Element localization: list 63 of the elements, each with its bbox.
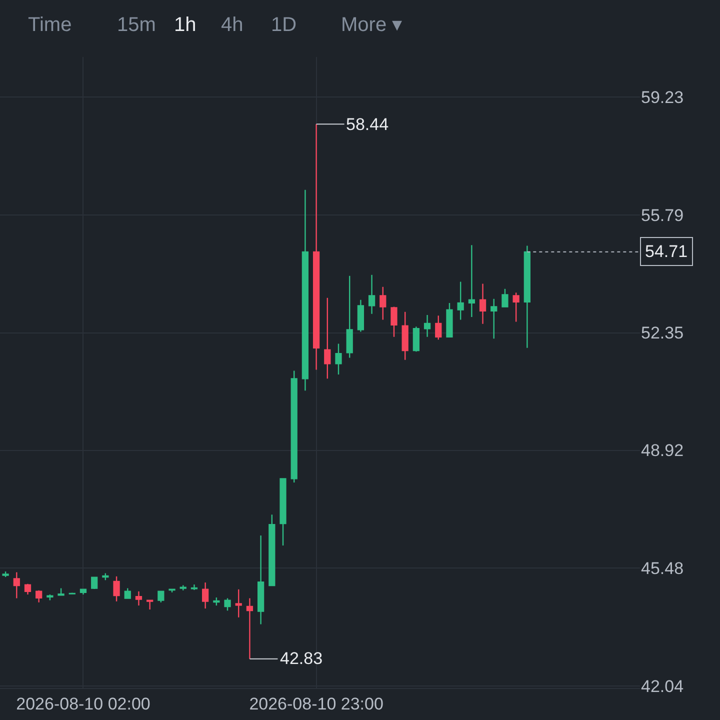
candlestick	[180, 584, 186, 591]
y-tick-label: 42.04	[641, 676, 684, 696]
candlestick	[257, 534, 264, 625]
text: 1h	[174, 14, 196, 36]
y-tick-label: 52.35	[641, 324, 684, 343]
text: Time	[28, 14, 72, 36]
y-tick-label: 59.23	[641, 88, 684, 108]
candlestick	[146, 599, 154, 610]
candlestick	[357, 299, 364, 332]
y-tick-label: 45.48	[641, 559, 684, 578]
candlestick	[268, 514, 276, 586]
candlestick	[402, 311, 408, 360]
candlestick	[168, 588, 176, 594]
candlestick	[479, 283, 486, 324]
candlestick	[302, 189, 309, 392]
candlestick	[2, 570, 9, 578]
candlestick	[335, 343, 342, 376]
candlestick	[390, 306, 398, 338]
candlestick	[135, 590, 142, 606]
candlestick	[235, 588, 242, 618]
candlestick	[290, 370, 298, 484]
candlestick	[24, 583, 32, 596]
candlestick	[102, 572, 109, 581]
candlestick	[457, 281, 464, 320]
candlestick	[13, 572, 20, 599]
candlestick	[158, 590, 164, 603]
candlestick	[324, 297, 331, 380]
candlestick	[190, 584, 198, 591]
candlestick	[468, 244, 475, 318]
candlestick	[380, 286, 386, 320]
candlestick	[58, 588, 64, 596]
candlestick	[524, 245, 530, 348]
candlestick	[412, 326, 420, 352]
candlestick	[346, 275, 353, 358]
text: 4h	[221, 14, 244, 36]
x-tick-label: 2026-08-10 23:00	[249, 694, 384, 714]
text: 15m	[117, 14, 156, 36]
candlestick	[246, 598, 254, 660]
y-tick-label: 55.79	[641, 206, 684, 225]
text: 1D	[271, 14, 297, 36]
annotation: 58.44	[346, 115, 389, 134]
candlestick	[435, 315, 442, 340]
annotation: 42.83	[280, 649, 323, 668]
candlestick	[424, 314, 431, 338]
candlestick	[36, 590, 42, 603]
candlestick	[213, 596, 220, 606]
candlestick	[124, 588, 131, 600]
candlestick	[368, 274, 376, 315]
candlestick	[490, 298, 498, 340]
candlestick	[280, 478, 286, 546]
candlestick	[512, 292, 520, 322]
y-tick-label: 48.92	[641, 441, 684, 460]
candlestick	[80, 588, 87, 596]
candlestick	[113, 576, 120, 602]
ref-line-label: 54.71	[645, 242, 688, 261]
x-tick-label: 2026-08-10 02:00	[16, 694, 150, 714]
candlestick	[446, 302, 453, 338]
candlestick	[502, 288, 508, 308]
candlestick	[224, 598, 231, 612]
candlestick	[91, 576, 98, 590]
candlestick	[202, 582, 209, 610]
text: More ▾	[341, 14, 402, 36]
candlestick	[46, 594, 54, 601]
